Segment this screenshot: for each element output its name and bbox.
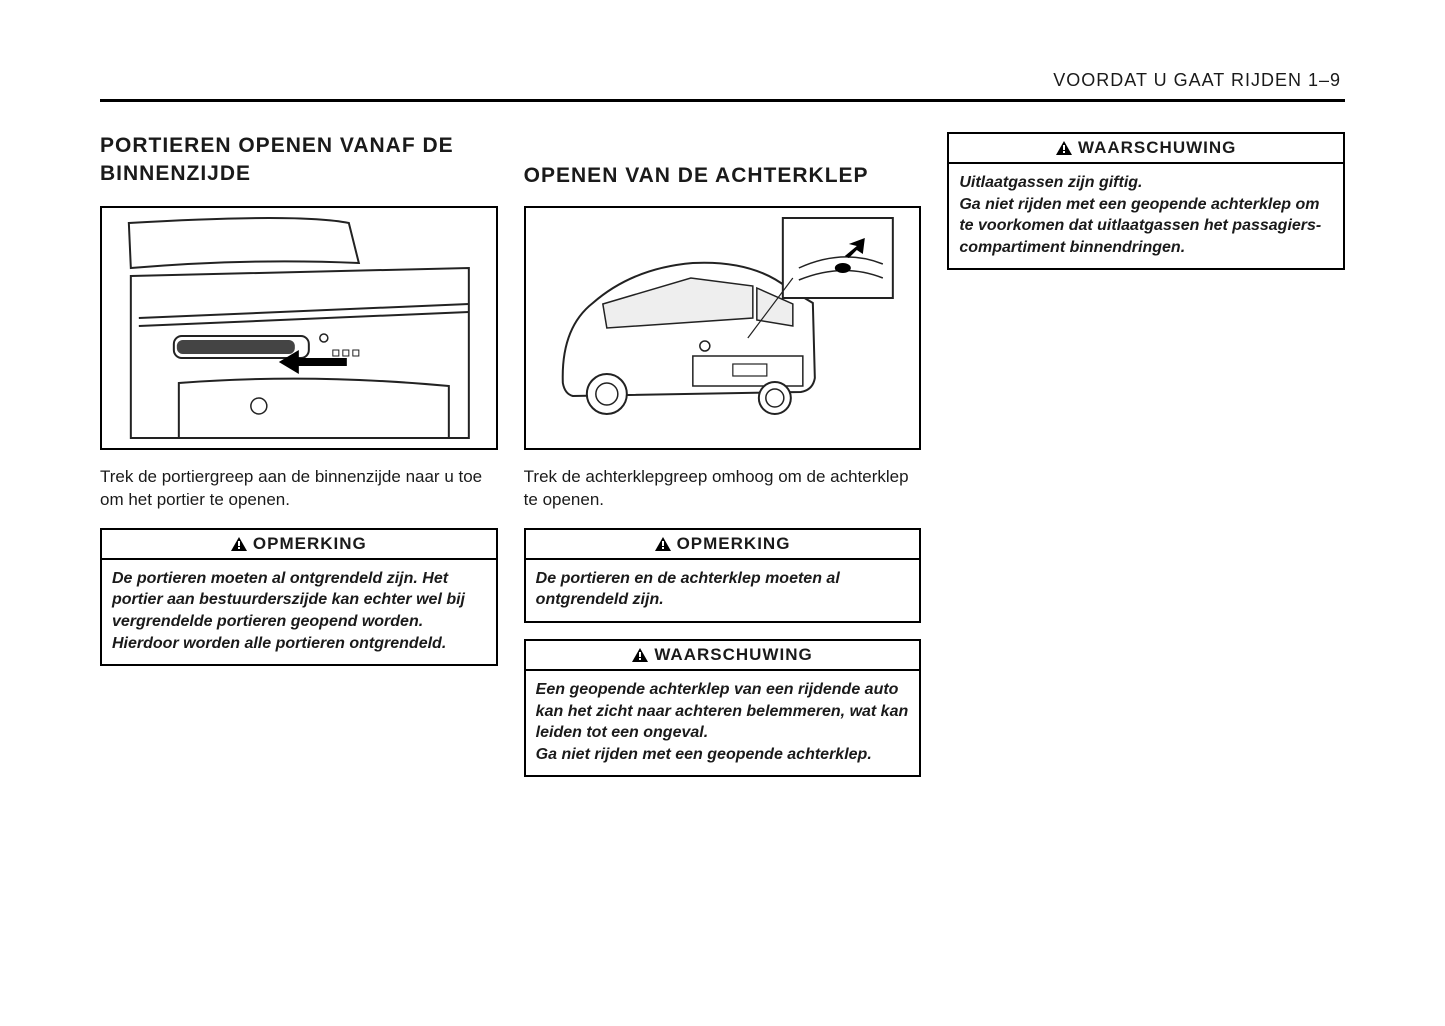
- col3-warning-body: Uitlaatgassen zijn giftig.Ga niet rijden…: [949, 164, 1343, 268]
- col3-warning-title: WAARSCHUWING: [1078, 138, 1236, 158]
- warning-triangle-icon: [632, 648, 648, 662]
- col1-note-title-row: OPMERKING: [102, 530, 496, 560]
- col2-note-body: De portieren en de achterklep moeten al …: [526, 560, 920, 621]
- running-head: VOORDAT U GAAT RIJDEN 1–9: [100, 70, 1345, 91]
- col2-warning-title: WAARSCHUWING: [654, 645, 812, 665]
- column-3: WAARSCHUWING Uitlaatgassen zijn giftig.G…: [947, 132, 1345, 793]
- col2-note: OPMERKING De portieren en de achterklep …: [524, 528, 922, 623]
- col2-heading-text: OPENEN VAN DE ACHTERKLEP: [524, 162, 869, 190]
- door-handle-illustration: [102, 208, 496, 448]
- col1-body: Trek de portiergreep aan de binnenzijde …: [100, 466, 498, 512]
- figure-door-handle: [100, 206, 498, 450]
- col2-heading: OPENEN VAN DE ACHTERKLEP: [524, 132, 922, 190]
- col1-note-body: De portieren moeten al ontgrendeld zijn.…: [102, 560, 496, 664]
- column-1: PORTIEREN OPENEN VANAF DE BINNENZIJDE: [100, 132, 498, 793]
- columns-container: PORTIEREN OPENEN VANAF DE BINNENZIJDE: [100, 132, 1345, 793]
- col3-warning-title-row: WAARSCHUWING: [949, 134, 1343, 164]
- col1-note-title: OPMERKING: [253, 534, 367, 554]
- col2-body: Trek de achterklepgreep omhoog om de ach…: [524, 466, 922, 512]
- col2-note-title: OPMERKING: [677, 534, 791, 554]
- col1-note: OPMERKING De portieren moeten al ontgren…: [100, 528, 498, 666]
- col2-warning-title-row: WAARSCHUWING: [526, 641, 920, 671]
- col2-warning: WAARSCHUWING Een geopende achterklep van…: [524, 639, 922, 777]
- header-rule: [100, 99, 1345, 102]
- col3-warning: WAARSCHUWING Uitlaatgassen zijn giftig.G…: [947, 132, 1345, 270]
- suv-illustration: [526, 208, 920, 448]
- col1-heading: PORTIEREN OPENEN VANAF DE BINNENZIJDE: [100, 132, 498, 190]
- col2-note-title-row: OPMERKING: [526, 530, 920, 560]
- column-2: OPENEN VAN DE ACHTERKLEP: [524, 132, 922, 793]
- figure-suv-tailgate: [524, 206, 922, 450]
- warning-triangle-icon: [655, 537, 671, 551]
- warning-triangle-icon: [1056, 141, 1072, 155]
- warning-triangle-icon: [231, 537, 247, 551]
- col2-warning-body: Een geopende achterklep van een rijdende…: [526, 671, 920, 775]
